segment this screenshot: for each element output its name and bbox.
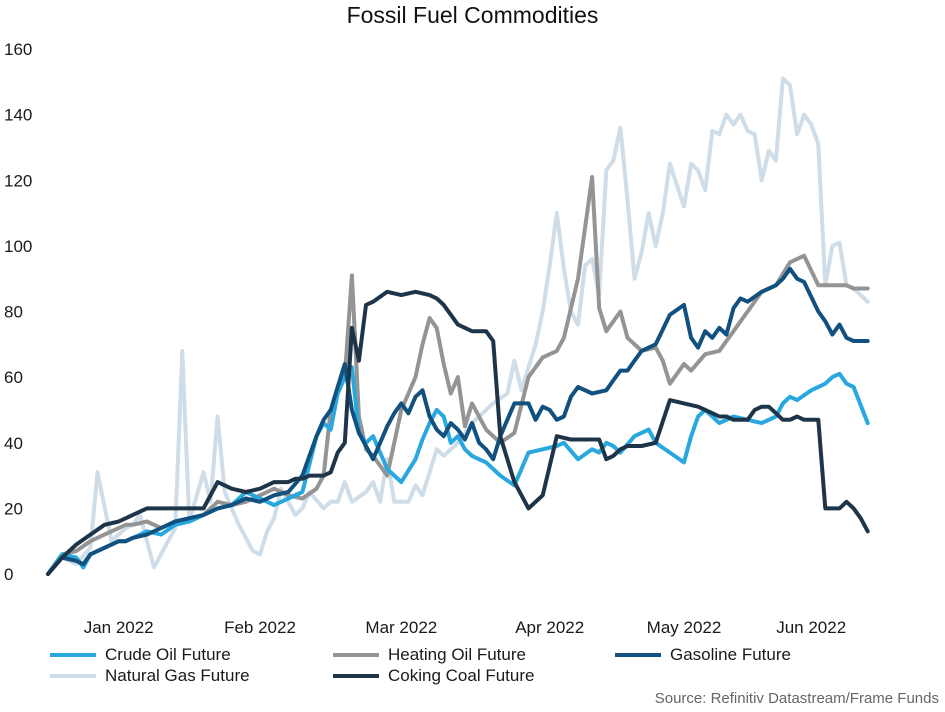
series-line-heating-oil-future bbox=[46, 175, 870, 576]
x-tick-label: May 2022 bbox=[647, 618, 722, 637]
y-tick-label: 60 bbox=[4, 368, 23, 387]
y-tick-label: 40 bbox=[4, 434, 23, 453]
x-tick-label: Mar 2022 bbox=[365, 618, 437, 637]
legend-label-crude-oil: Crude Oil Future bbox=[105, 645, 231, 664]
y-tick-label: 120 bbox=[4, 171, 32, 190]
legend-swatch-heating-oil bbox=[333, 653, 379, 657]
legend-label-natural-gas: Natural Gas Future bbox=[105, 666, 250, 685]
y-tick-label: 20 bbox=[4, 499, 23, 518]
series-line-natural-gas-future bbox=[46, 76, 870, 576]
x-tick-label: Feb 2022 bbox=[224, 618, 296, 637]
y-tick-label: 0 bbox=[4, 565, 13, 584]
source-note: Source: Refinitiv Datastream/Frame Funds bbox=[654, 690, 939, 707]
series-line-crude-oil-future bbox=[46, 365, 870, 576]
x-tick-label: Jun 2022 bbox=[776, 618, 846, 637]
y-tick-label: 80 bbox=[4, 303, 23, 322]
y-axis: 0 20 40 60 80 100 120 140 160 bbox=[4, 40, 32, 584]
chart-title: Fossil Fuel Commodities bbox=[346, 2, 599, 28]
y-tick-label: 140 bbox=[4, 106, 32, 125]
series-layer bbox=[46, 76, 870, 576]
legend-label-coking-coal: Coking Coal Future bbox=[388, 666, 535, 685]
series-line-gasoline-future bbox=[46, 266, 870, 576]
series-line-coking-coal-future bbox=[46, 289, 870, 576]
x-tick-label: Jan 2022 bbox=[84, 618, 154, 637]
legend-swatch-crude-oil bbox=[50, 653, 96, 657]
legend-swatch-gasoline bbox=[615, 653, 661, 657]
legend-label-gasoline: Gasoline Future bbox=[670, 645, 791, 664]
legend-label-heating-oil: Heating Oil Future bbox=[388, 645, 526, 664]
y-tick-label: 160 bbox=[4, 40, 32, 59]
legend-swatch-coking-coal bbox=[333, 674, 379, 678]
y-tick-label: 100 bbox=[4, 237, 32, 256]
x-tick-label: Apr 2022 bbox=[515, 618, 584, 637]
legend-swatch-natural-gas bbox=[50, 674, 96, 678]
x-axis: Jan 2022 Feb 2022 Mar 2022 Apr 2022 May 2022… bbox=[84, 618, 846, 637]
